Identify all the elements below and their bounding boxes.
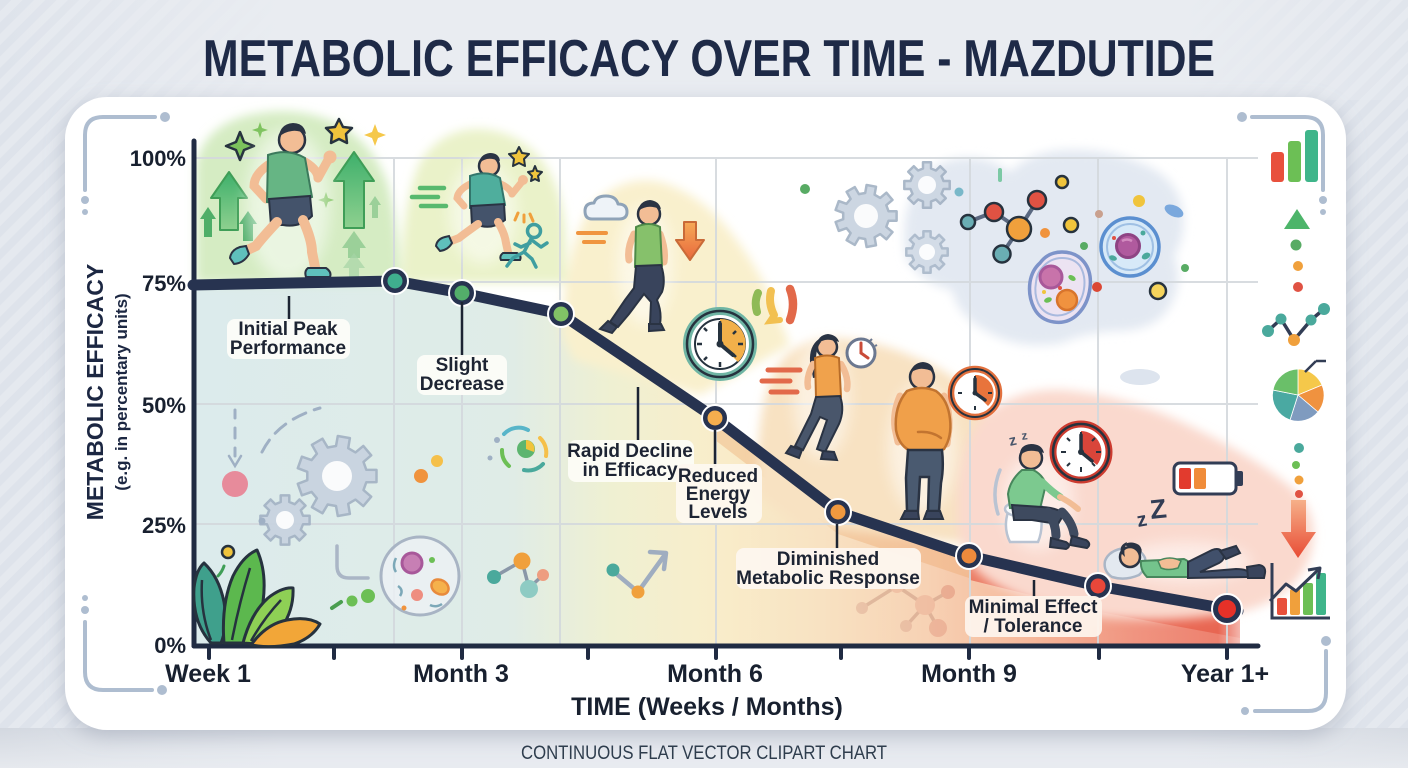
svg-text:z: z [1007,432,1018,450]
svg-text:in Efficacy: in Efficacy [582,460,677,481]
svg-text:z: z [1020,428,1028,443]
svg-text:50%: 50% [142,393,186,418]
svg-text:100%: 100% [130,146,186,171]
svg-text:METABOLIC EFFICACY OVER TIME -: METABOLIC EFFICACY OVER TIME - MAZDUTIDE [203,30,1215,88]
svg-text:Month 6: Month 6 [667,660,763,688]
svg-text:(e.g. in percentary units): (e.g. in percentary units) [112,293,131,490]
svg-text:TIME (Weeks / Months): TIME (Weeks / Months) [571,693,843,721]
svg-text:Month 3: Month 3 [413,660,509,688]
svg-text:METABOLIC EFFICACY: METABOLIC EFFICACY [82,264,108,520]
svg-text:Minimal Effect: Minimal Effect [969,597,1098,618]
svg-text:Slight: Slight [436,355,489,376]
svg-text:Initial Peak: Initial Peak [238,319,338,340]
svg-text:Diminished: Diminished [777,549,879,570]
svg-text:Performance: Performance [230,338,346,359]
svg-text:Month 9: Month 9 [921,660,1017,688]
svg-text:0%: 0% [154,633,186,658]
svg-text:Metabolic Response: Metabolic Response [736,568,920,589]
svg-text:Z: Z [1148,493,1168,525]
svg-text:Year 1+: Year 1+ [1181,660,1269,688]
svg-text:Decrease: Decrease [420,374,505,395]
svg-text:Week 1: Week 1 [165,660,251,688]
svg-text:Energy: Energy [686,484,751,505]
svg-text:/ Tolerance: / Tolerance [984,616,1083,637]
svg-text:25%: 25% [142,513,186,538]
svg-text:CONTINUOUS FLAT VECTOR CLIPART: CONTINUOUS FLAT VECTOR CLIPART CHART [521,743,887,764]
svg-text:z: z [1135,509,1149,532]
svg-text:75%: 75% [142,271,186,296]
svg-text:Rapid Decline: Rapid Decline [567,441,693,462]
svg-text:Levels: Levels [688,502,747,523]
svg-text:Reduced: Reduced [678,466,758,487]
